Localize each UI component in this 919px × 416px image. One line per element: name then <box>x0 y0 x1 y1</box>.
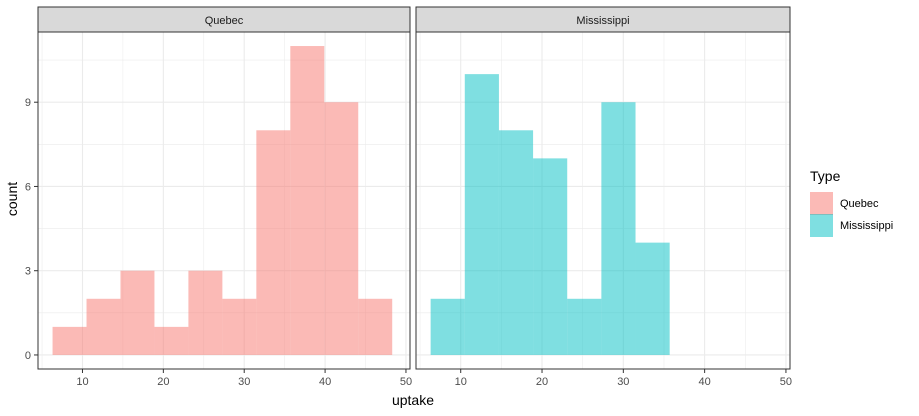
x-axis-title: uptake <box>392 392 434 408</box>
histogram-bar-quebec-2 <box>120 270 155 355</box>
y-tick-label: 3 <box>25 266 31 278</box>
panel-quebec: Quebec 10 20 30 40 50 0 3 6 9 <box>25 6 412 388</box>
legend-title: Type <box>810 168 841 184</box>
histogram-bar-quebec-7 <box>290 46 325 355</box>
panels-layer: Quebec 10 20 30 40 50 0 3 6 9 Mississippi 10 20 30 40 5… <box>25 6 792 388</box>
x-tick-label: 10 <box>455 376 467 388</box>
legend-entry-mississippi: Mississippi <box>810 214 893 237</box>
x-tick-label: 30 <box>238 376 250 388</box>
y-tick-label: 0 <box>25 350 31 362</box>
strip-label-mississippi: Mississippi <box>576 15 629 27</box>
strip-label-quebec: Quebec <box>205 15 244 27</box>
legend-key-mississippi <box>810 214 833 237</box>
histogram-bar-mississippi-0 <box>430 298 465 355</box>
x-tick-label: 10 <box>76 376 88 388</box>
x-tick-label: 30 <box>617 376 629 388</box>
histogram-bar-quebec-5 <box>222 298 257 355</box>
x-tick-label: 40 <box>699 376 711 388</box>
histogram-bar-mississippi-2 <box>498 130 534 355</box>
histogram-bar-mississippi-1 <box>464 74 499 355</box>
legend-entry-quebec: Quebec <box>810 192 879 215</box>
histogram-bar-mississippi-4 <box>567 298 602 355</box>
histogram-bar-quebec-4 <box>188 270 223 355</box>
histogram-bar-quebec-8 <box>324 102 359 355</box>
legend-label-mississippi: Mississippi <box>840 220 893 232</box>
histogram-bar-mississippi-3 <box>533 158 568 355</box>
legend-label-quebec: Quebec <box>840 198 879 210</box>
histogram-bar-quebec-1 <box>86 298 121 355</box>
histogram-bar-mississippi-5 <box>601 102 636 355</box>
x-tick-label: 50 <box>400 376 412 388</box>
histogram-bar-quebec-6 <box>256 130 291 355</box>
histogram-bar-mississippi-6 <box>635 242 670 355</box>
legend-key-quebec <box>810 192 833 215</box>
y-axis-title: count <box>4 182 20 216</box>
histogram-bar-quebec-3 <box>154 326 189 355</box>
strip-background-quebec <box>37 6 411 33</box>
strip-background-mississippi <box>415 6 791 33</box>
y-tick-label: 9 <box>25 97 31 109</box>
y-tick-label: 6 <box>25 181 31 193</box>
x-tick-label: 20 <box>157 376 169 388</box>
x-tick-label: 40 <box>319 376 331 388</box>
panel-mississippi: Mississippi 10 20 30 40 50 <box>415 6 792 388</box>
histogram-bar-quebec-0 <box>52 326 87 355</box>
histogram-bar-quebec-9 <box>358 298 393 355</box>
legend: Type Quebec Mississippi <box>810 168 893 237</box>
x-tick-label: 50 <box>780 376 792 388</box>
x-tick-label: 20 <box>536 376 548 388</box>
